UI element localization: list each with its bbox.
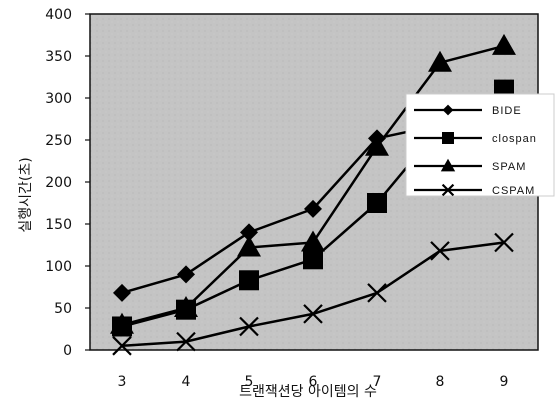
x-tick-label: 8 xyxy=(436,374,445,390)
x-tick-label: 5 xyxy=(245,374,254,390)
legend-item: clospan xyxy=(414,132,537,145)
data-point xyxy=(492,33,516,55)
legend-label: clospan xyxy=(492,133,537,145)
data-point xyxy=(494,232,514,253)
data-point xyxy=(237,235,261,257)
y-axis: 0 50 100 150 200 250 300 350 400 xyxy=(45,7,90,359)
y-tick-label: 350 xyxy=(45,49,72,65)
data-point xyxy=(441,183,455,197)
legend-label: SPAM xyxy=(492,161,526,173)
data-point xyxy=(440,158,456,172)
y-tick-label: 50 xyxy=(54,301,72,317)
series-cspam xyxy=(112,232,514,356)
data-point xyxy=(365,134,389,156)
data-point xyxy=(367,283,387,303)
x-tick-label: 4 xyxy=(182,374,191,390)
data-point xyxy=(177,265,195,284)
data-point xyxy=(303,249,323,270)
y-tick-label: 0 xyxy=(63,343,72,359)
x-tick-label: 3 xyxy=(118,374,127,390)
data-point xyxy=(442,104,454,116)
x-tick-label: 9 xyxy=(500,374,509,390)
x-tick-label: 6 xyxy=(309,374,318,390)
data-point xyxy=(301,230,325,252)
x-tick-label: 7 xyxy=(373,374,382,390)
legend-label: BIDE xyxy=(492,105,522,117)
legend-label: CSPAM xyxy=(492,185,535,197)
y-tick-label: 100 xyxy=(45,259,72,275)
data-point xyxy=(174,296,198,317)
data-point xyxy=(430,241,450,261)
data-point xyxy=(442,132,454,144)
data-point xyxy=(240,223,258,242)
y-tick-label: 300 xyxy=(45,91,72,107)
legend-item: SPAM xyxy=(414,158,526,173)
data-point xyxy=(428,50,452,72)
y-tick-label: 150 xyxy=(45,217,72,233)
data-point xyxy=(239,270,259,291)
data-point xyxy=(110,312,134,334)
y-axis-title: 실행시간(초) xyxy=(18,157,34,232)
data-point xyxy=(112,336,132,356)
data-point xyxy=(367,193,387,213)
legend: BIDE clospan SPAM CSPAM xyxy=(405,93,555,197)
y-tick-label: 250 xyxy=(45,133,72,149)
data-point xyxy=(239,316,259,337)
data-point xyxy=(113,283,131,302)
legend-item: BIDE xyxy=(414,104,522,117)
data-point xyxy=(304,199,322,218)
x-axis-title: 트랜잭션당 아이템의 수 xyxy=(239,384,377,400)
y-tick-label: 200 xyxy=(45,175,72,191)
data-point xyxy=(303,304,323,324)
series-spam xyxy=(110,33,516,334)
x-axis: 3 4 5 6 7 8 9 xyxy=(118,374,509,390)
legend-item: CSPAM xyxy=(414,183,535,197)
data-point xyxy=(176,331,196,352)
y-tick-label: 400 xyxy=(45,7,72,23)
